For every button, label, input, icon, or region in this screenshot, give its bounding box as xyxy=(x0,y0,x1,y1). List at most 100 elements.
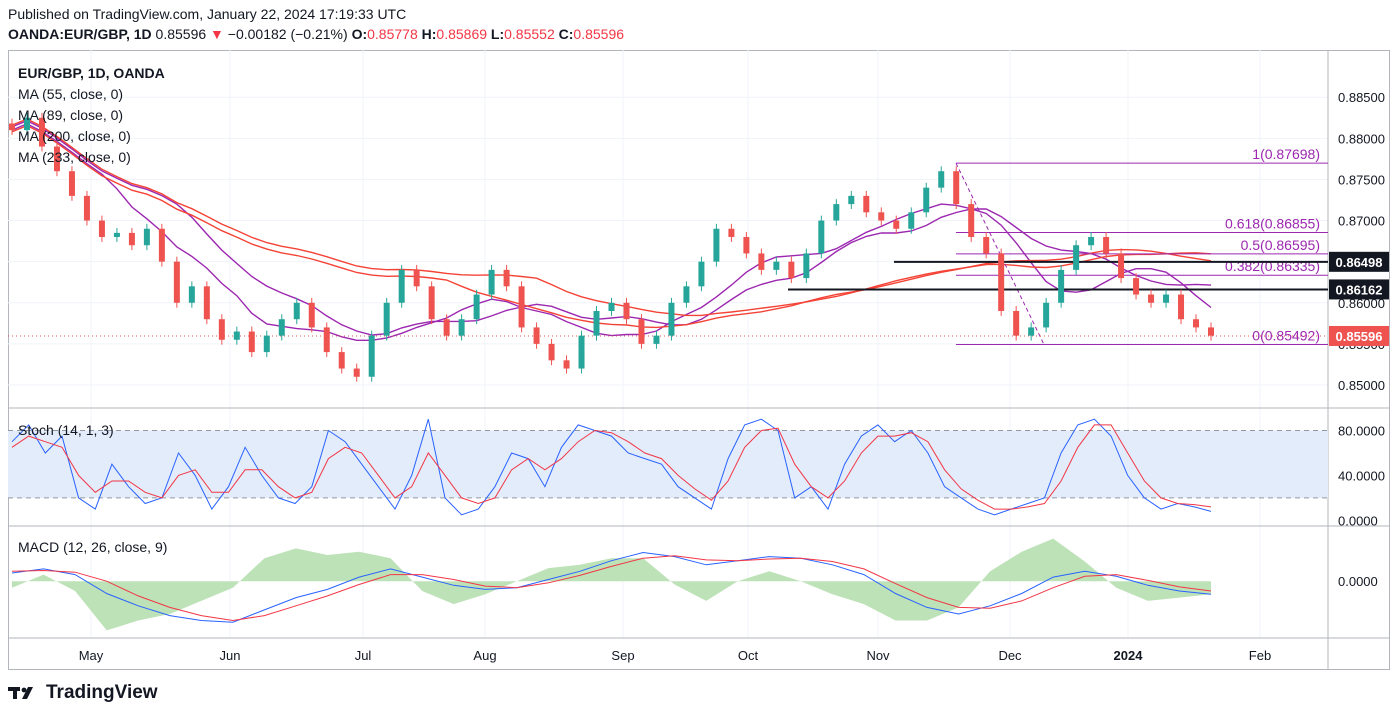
price-tick-label: 0.86000 xyxy=(1338,296,1385,311)
time-tick-label: Jul xyxy=(355,648,372,663)
fib-level-label: 1(0.87698) xyxy=(1252,146,1320,162)
price-tag-label: 0.86498 xyxy=(1336,255,1383,270)
chart-canvas[interactable]: 1(0.87698) 0.618(0.86855) 0.5(0.86595) 0.38… xyxy=(8,50,1390,670)
legend-ma89[interactable]: MA (89, close, 0) xyxy=(18,107,124,123)
close-value: 0.85596 xyxy=(573,26,625,42)
high-value: 0.85869 xyxy=(436,26,488,42)
price-tag-label: 0.86162 xyxy=(1336,282,1383,297)
candle-body xyxy=(338,352,345,369)
candle-body xyxy=(68,171,75,196)
candle-body xyxy=(743,236,750,254)
legend-ma55[interactable]: MA (55, close, 0) xyxy=(18,86,124,102)
time-tick-label: Aug xyxy=(473,648,496,663)
candle-body xyxy=(608,302,615,311)
stoch-line-d xyxy=(11,424,1212,510)
candle-body xyxy=(683,286,690,303)
stoch-band-fill xyxy=(8,430,1328,498)
main-legend: EUR/GBP, 1D, OANDA MA (55, close, 0) MA … xyxy=(18,63,165,168)
legend-title[interactable]: EUR/GBP, 1D, OANDA xyxy=(18,65,165,81)
candle-body xyxy=(968,204,975,237)
candle-body xyxy=(233,331,240,340)
candle-body xyxy=(878,212,885,221)
footer-brand[interactable]: TradingView xyxy=(8,682,158,704)
last-price-tag-bg xyxy=(1329,325,1389,346)
candle-body xyxy=(998,253,1005,311)
candle-body xyxy=(773,261,780,270)
candle-body xyxy=(893,220,900,229)
time-tick-label: Feb xyxy=(1249,648,1271,663)
last-price: 0.85596 xyxy=(155,26,207,42)
candle-body xyxy=(908,212,915,229)
time-tick-label: Oct xyxy=(738,648,759,663)
candle-body xyxy=(593,310,600,336)
candle-body xyxy=(983,236,990,254)
candle-body xyxy=(323,327,330,353)
fib-level-label: 0.382(0.86335) xyxy=(1225,258,1320,274)
candle-body xyxy=(9,123,15,131)
open-label: O: xyxy=(351,26,368,42)
candle-body xyxy=(488,269,495,295)
candle-body xyxy=(203,286,210,320)
low-value: 0.85552 xyxy=(504,26,555,42)
candle-body xyxy=(713,228,720,262)
fib-level-label: 0.5(0.86595) xyxy=(1241,237,1320,253)
macd-histogram xyxy=(12,538,1211,631)
candle-body xyxy=(53,146,60,172)
candle-body xyxy=(653,335,660,344)
candle-body xyxy=(1028,327,1035,336)
time-tick-label: Jun xyxy=(220,648,241,663)
candle-body xyxy=(173,261,180,303)
candle-body xyxy=(788,261,795,279)
candle-body xyxy=(638,319,645,344)
candle-body xyxy=(83,195,90,221)
candle-body xyxy=(1103,236,1110,254)
candle-body xyxy=(518,286,525,328)
candle-body xyxy=(548,343,555,361)
price-tick-label: 0.88500 xyxy=(1338,90,1385,105)
fib-level-label: 0.618(0.86855) xyxy=(1225,215,1320,231)
candle-body xyxy=(503,269,510,287)
candle-body xyxy=(188,286,195,303)
candle-body xyxy=(1163,294,1170,303)
symbol-name[interactable]: OANDA:EUR/GBP, 1D xyxy=(8,26,152,42)
legend-ma233[interactable]: MA (233, close, 0) xyxy=(18,149,131,165)
stoch-lines xyxy=(11,418,1212,516)
low-label: L: xyxy=(490,26,505,42)
candle-body xyxy=(158,228,165,262)
candle-body xyxy=(383,302,390,336)
candle-body xyxy=(128,232,135,246)
candle-body xyxy=(953,171,960,205)
candle-body xyxy=(1043,302,1050,328)
candle-body xyxy=(623,302,630,320)
candle-body xyxy=(1148,294,1155,303)
candle-body xyxy=(758,253,765,270)
macd-tick-label: 0.0000 xyxy=(1338,574,1378,589)
time-tick-label: Dec xyxy=(998,648,1022,663)
horizontal-lines[interactable] xyxy=(8,260,1328,337)
price-tick-label: 0.87000 xyxy=(1338,214,1385,229)
fib-level-label: 0(0.85492) xyxy=(1252,328,1320,344)
price-change: −0.00182 (−0.21%) xyxy=(227,26,348,42)
macd-legend[interactable]: MACD (12, 26, close, 9) xyxy=(18,539,168,555)
candle-body xyxy=(923,187,930,213)
time-tick-label: Nov xyxy=(866,648,890,663)
candle-body xyxy=(473,294,480,320)
legend-ma200[interactable]: MA (200, close, 0) xyxy=(18,128,131,144)
candle-body xyxy=(533,327,540,344)
candle-body xyxy=(368,335,375,377)
candle-body xyxy=(863,195,870,213)
price-tag-bg xyxy=(1329,251,1389,272)
stoch-legend[interactable]: Stoch (14, 1, 3) xyxy=(18,422,114,438)
candle-body xyxy=(1058,269,1065,303)
grid xyxy=(8,50,1328,638)
down-arrow-icon: ▼ xyxy=(210,26,224,42)
candle-body xyxy=(1133,278,1140,295)
candle-body xyxy=(1073,245,1080,270)
time-axis[interactable]: May Jun Jul Aug Sep Oct Nov Dec 2024 Feb xyxy=(79,648,1271,663)
symbol-info-line: OANDA:EUR/GBP, 1D 0.85596 ▼ −0.00182 (−0… xyxy=(8,26,624,42)
candle-body xyxy=(113,232,120,237)
candlesticks xyxy=(9,112,1214,382)
candle-body xyxy=(833,204,840,221)
candle-body xyxy=(698,261,705,287)
last-price-tag-label: 0.85596 xyxy=(1336,329,1383,344)
